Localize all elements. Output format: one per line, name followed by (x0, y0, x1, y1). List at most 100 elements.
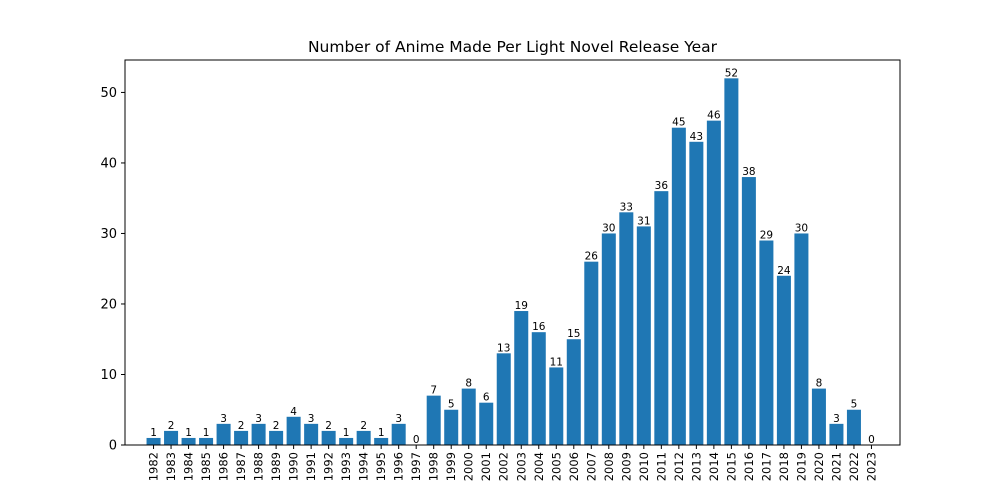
bar-2014 (706, 120, 721, 445)
x-axis: 1982 1983 1984 1985 1986 1987 1988 1989 1990 1991… (147, 445, 878, 481)
bar-2005 (549, 367, 564, 445)
bar-2022 (846, 409, 861, 445)
bar-2013 (689, 141, 704, 446)
data-label-2017: 29 (760, 230, 773, 242)
data-label-1985: 1 (203, 427, 210, 439)
data-label-2009: 33 (620, 201, 633, 213)
x-tick-label-1989: 1989 (269, 452, 283, 481)
data-label-2022: 5 (851, 399, 858, 411)
x-tick-label-1997: 1997 (409, 452, 423, 481)
data-label-2007: 26 (585, 251, 599, 263)
x-tick-label-2015: 2015 (724, 452, 738, 481)
x-tick-label-1988: 1988 (252, 452, 266, 481)
bar-2003 (514, 311, 529, 445)
data-label-1997: 0 (413, 434, 420, 446)
x-tick-label-2003: 2003 (514, 452, 528, 481)
x-tick-label-2001: 2001 (479, 452, 493, 481)
bar-1993 (339, 437, 354, 445)
x-tick-label-1987: 1987 (234, 452, 248, 481)
data-label-1986: 3 (220, 413, 227, 425)
data-label-2019: 30 (795, 222, 808, 234)
x-tick-label-1992: 1992 (322, 452, 336, 481)
x-tick-label-2005: 2005 (549, 452, 563, 481)
y-tick-label-10: 10 (100, 368, 117, 383)
x-tick-label-2004: 2004 (532, 452, 546, 481)
bar-1988 (251, 423, 266, 445)
x-tick-label-1998: 1998 (427, 452, 441, 481)
data-label-1983: 2 (168, 420, 175, 432)
bar-1982 (146, 437, 161, 445)
bars-layer (146, 78, 861, 446)
data-label-2000: 8 (465, 378, 472, 390)
x-tick-label-2016: 2016 (742, 452, 756, 481)
bar-2011 (654, 191, 669, 445)
bar-2018 (776, 275, 791, 445)
x-tick-label-1982: 1982 (147, 452, 161, 481)
data-label-1993: 1 (343, 427, 350, 439)
bar-1994 (356, 430, 371, 445)
bar-1989 (269, 430, 284, 445)
bar-2020 (811, 388, 826, 445)
x-tick-label-1984: 1984 (182, 452, 196, 481)
data-label-2018: 24 (777, 265, 791, 277)
bar-2004 (531, 332, 546, 445)
bar-1995 (374, 437, 389, 445)
data-label-1996: 3 (395, 413, 402, 425)
x-tick-label-2018: 2018 (777, 452, 791, 481)
x-tick-label-2023: 2023 (864, 452, 878, 481)
bar-1984 (181, 437, 196, 445)
data-label-1988: 3 (255, 413, 262, 425)
data-label-1995: 1 (378, 427, 385, 439)
x-tick-label-2000: 2000 (462, 452, 476, 481)
data-label-2011: 36 (655, 180, 669, 192)
data-label-1992: 2 (325, 420, 332, 432)
x-tick-label-1985: 1985 (199, 452, 213, 481)
x-tick-label-2002: 2002 (497, 452, 511, 481)
data-label-2012: 45 (672, 117, 685, 129)
x-tick-label-2017: 2017 (759, 452, 773, 481)
x-tick-label-1983: 1983 (164, 452, 178, 481)
data-label-2008: 30 (602, 222, 615, 234)
bar-2010 (636, 226, 651, 445)
data-label-1987: 2 (238, 420, 245, 432)
x-tick-label-2022: 2022 (847, 452, 861, 481)
x-tick-label-1995: 1995 (374, 452, 388, 481)
data-label-2003: 19 (515, 300, 528, 312)
x-tick-label-2011: 2011 (654, 452, 668, 481)
x-tick-label-2006: 2006 (567, 452, 581, 481)
bar-2015 (724, 78, 739, 445)
data-label-2014: 46 (707, 110, 721, 122)
data-label-1994: 2 (360, 420, 367, 432)
y-tick-label-30: 30 (100, 227, 117, 242)
bar-2019 (794, 233, 809, 445)
bar-2007 (584, 261, 599, 445)
data-label-2021: 3 (833, 413, 840, 425)
data-label-1990: 4 (290, 406, 297, 418)
y-tick-label-20: 20 (100, 297, 117, 312)
x-tick-label-2020: 2020 (812, 452, 826, 481)
bar-2000 (461, 388, 476, 445)
data-labels-layer: 121 1323243212130758613191611152630333136… (150, 67, 875, 446)
data-label-2013: 43 (690, 131, 703, 143)
data-label-1998: 7 (430, 385, 437, 397)
y-tick-label-0: 0 (109, 439, 117, 454)
bar-2008 (601, 233, 616, 445)
x-tick-label-2021: 2021 (829, 452, 843, 481)
bar-1996 (391, 423, 406, 445)
x-tick-label-1986: 1986 (217, 452, 231, 481)
plot-area-frame (124, 59, 901, 446)
data-label-2006: 15 (567, 328, 580, 340)
y-tick-label-50: 50 (100, 86, 117, 101)
data-label-2020: 8 (816, 378, 823, 390)
data-label-2015: 52 (725, 67, 738, 79)
bar-1983 (164, 430, 179, 445)
data-label-1989: 2 (273, 420, 280, 432)
x-tick-label-2014: 2014 (707, 452, 721, 481)
data-label-2016: 38 (742, 166, 755, 178)
data-label-2005: 11 (550, 356, 563, 368)
data-label-2001: 6 (483, 392, 490, 404)
x-tick-label-1996: 1996 (392, 452, 406, 481)
data-label-2004: 16 (532, 321, 546, 333)
chart-title: Number of Anime Made Per Light Novel Rel… (308, 38, 718, 56)
